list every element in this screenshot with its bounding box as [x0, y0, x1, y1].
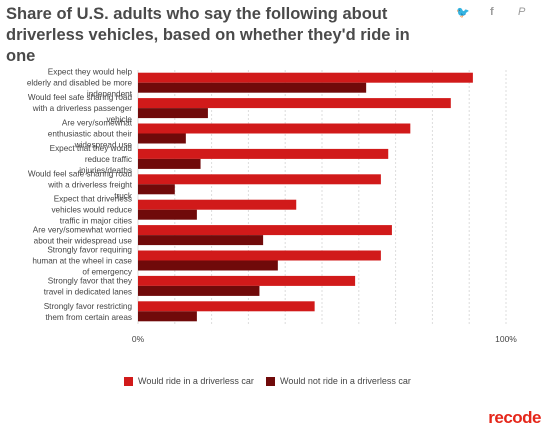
bar-not-ride [138, 108, 208, 119]
category-label: Are very/somewhat enthusiastic about thei… [48, 119, 133, 150]
category-label: Would feel safe sharing road with a drive… [28, 93, 133, 124]
pinterest-icon[interactable]: P [518, 6, 526, 18]
bar-not-ride [138, 235, 264, 246]
category-label: Expect that they would reduce traffic inju… [50, 144, 133, 175]
legend-label-not-ride: Would not ride in a driverless car [280, 376, 411, 386]
x-tick-label: 100% [495, 334, 517, 344]
category-label: Are very/somewhat worried about their wid… [33, 226, 133, 246]
bar-ride [138, 275, 356, 286]
category-label: Strongly favor requiring human at the whe… [32, 246, 133, 277]
legend-label-ride: Would ride in a driverless car [138, 376, 254, 386]
category-label: Expect they would help elderly and disabl… [27, 68, 133, 99]
x-tick-label: 0% [132, 334, 145, 344]
bar-not-ride [138, 184, 175, 195]
twitter-icon[interactable]: 🐦 [456, 7, 470, 19]
category-label: Would feel safe sharing road with a drive… [28, 169, 133, 200]
bar-not-ride [138, 285, 260, 296]
bar-ride [138, 123, 411, 134]
chart-title: Share of U.S. adults who say the followi… [6, 5, 410, 65]
bar-not-ride [138, 209, 197, 220]
recode-logo: recode [488, 408, 541, 427]
bar-not-ride [138, 133, 186, 144]
bar-ride [138, 174, 381, 185]
bar-ride [138, 225, 392, 236]
bar-ride [138, 72, 473, 83]
bar-not-ride [138, 158, 201, 169]
bar-not-ride [138, 311, 197, 322]
bar-ride [138, 301, 315, 312]
category-label: Strongly favor that they travel in dedica… [44, 276, 133, 296]
legend-swatch-ride [124, 376, 133, 386]
legend-item-ride: Would ride in a driverless car [124, 376, 254, 386]
bar-not-ride [138, 82, 367, 93]
bar-ride [138, 148, 389, 159]
bar-ride [138, 199, 297, 210]
bar-not-ride [138, 260, 278, 271]
bar-ride [138, 250, 381, 261]
legend-item-not-ride: Would not ride in a driverless car [266, 376, 411, 386]
bar-ride [138, 98, 451, 109]
category-label: Expect that driverless vehicles would red… [51, 195, 132, 226]
facebook-icon[interactable]: f [490, 6, 494, 18]
legend-swatch-not-ride [266, 376, 275, 386]
category-label: Strongly favor restricting them from cert… [44, 302, 133, 322]
